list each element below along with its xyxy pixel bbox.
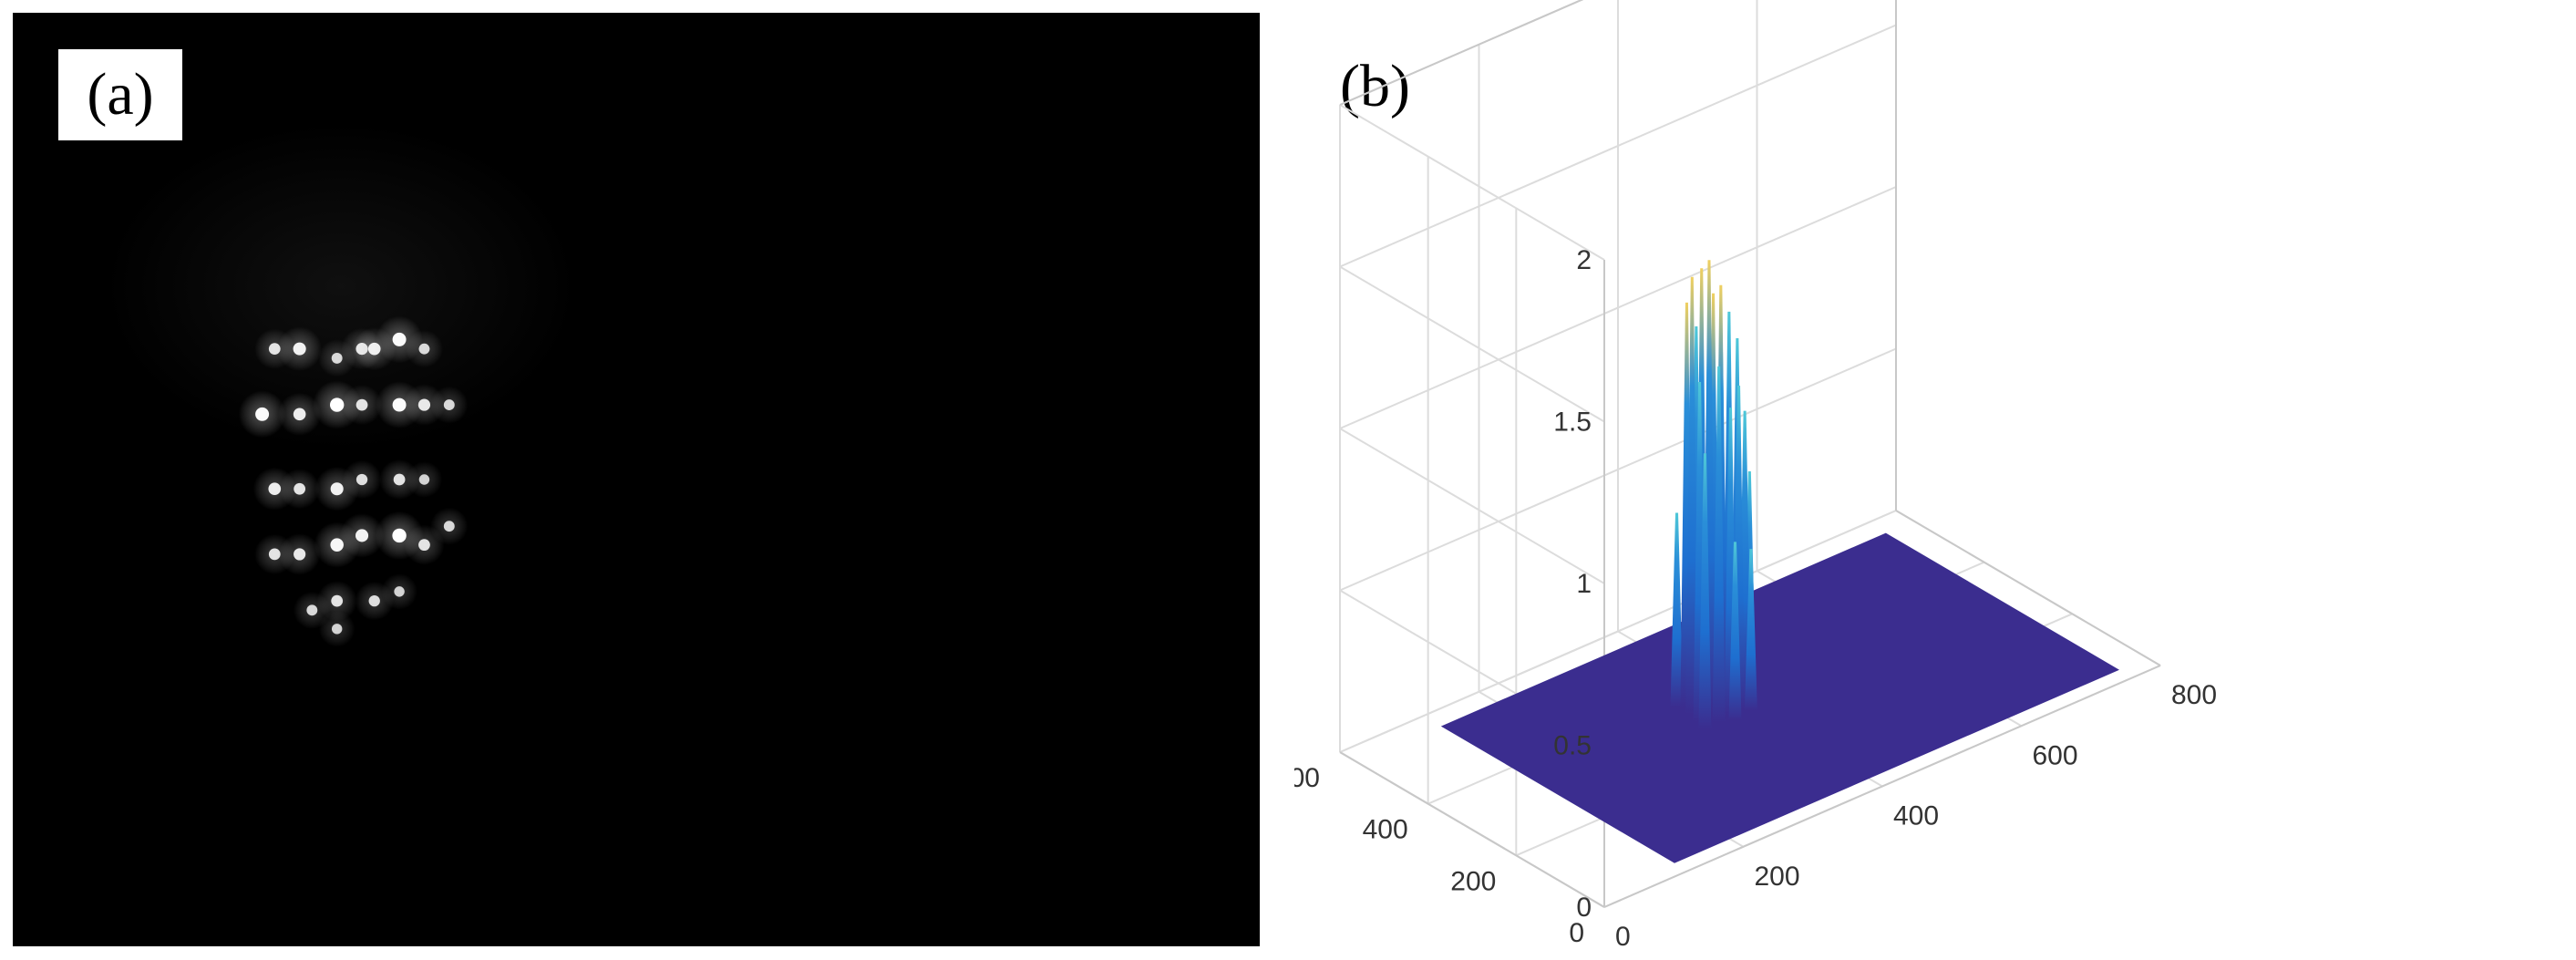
z-tick-label: 1.5 <box>1553 408 1592 438</box>
diffraction-spot <box>394 586 405 597</box>
x-tick-label: 800 <box>2171 680 2217 710</box>
x-tick-label: 600 <box>2033 740 2078 770</box>
diffraction-spot <box>331 594 344 607</box>
diffraction-spot <box>268 548 281 561</box>
diffraction-spot <box>294 482 306 495</box>
grid-line <box>1339 24 1897 268</box>
diffraction-spot <box>268 343 281 356</box>
surface-plot: 0 0.5 1 1.5 2 0 200 400 600 800 0 200 400 600 <box>1294 0 2217 952</box>
diffraction-spot <box>443 399 455 411</box>
diffraction-spot <box>418 474 430 485</box>
diffraction-spot <box>255 407 270 421</box>
x-tick-label: 0 <box>1615 922 1631 952</box>
panel-label-a: (a) <box>58 49 182 140</box>
axis-line <box>1603 665 2161 908</box>
diffraction-spot <box>331 352 343 364</box>
diffraction-spot <box>355 473 368 486</box>
diffraction-spot <box>443 521 455 532</box>
diffraction-photo: (a) <box>13 13 1260 946</box>
diffraction-spot <box>392 332 407 346</box>
diffraction-spot <box>355 398 368 411</box>
x-tick-label: 400 <box>1893 801 1939 831</box>
axis-ticks: 0 0.5 1 1.5 2 0 200 400 600 800 0 200 400 600 <box>1294 245 2217 952</box>
diffraction-spot <box>331 624 343 635</box>
diffraction-spot <box>392 528 407 543</box>
surface-floor <box>1440 532 2119 863</box>
surface-peak <box>1728 542 1742 720</box>
axis-line <box>1339 751 1605 908</box>
diffraction-spot <box>330 482 344 496</box>
y-tick-label: 200 <box>1450 866 1496 896</box>
surface-base <box>1440 532 2119 863</box>
diffraction-spot <box>355 529 369 542</box>
diffraction-spot <box>306 604 318 616</box>
spots-layer <box>238 315 469 647</box>
surface-peaks <box>1670 260 1757 729</box>
diffraction-spot <box>294 548 306 561</box>
axis-line <box>1339 0 1584 106</box>
photo-canvas <box>104 122 578 647</box>
diffraction-spot <box>418 343 430 355</box>
diffraction-spot <box>393 473 406 486</box>
y-tick-label: 0 <box>1569 918 1584 948</box>
surface-peak <box>1744 549 1757 711</box>
surface-peak <box>1712 366 1726 723</box>
y-tick-label: 600 <box>1294 763 1320 793</box>
diffraction-spot <box>293 408 306 421</box>
y-tick-label: 400 <box>1363 815 1408 845</box>
surface-peak <box>1670 512 1684 707</box>
grid-line <box>1339 510 1897 753</box>
z-tick-label: 1 <box>1576 569 1592 599</box>
grid-line <box>1339 347 1897 592</box>
z-tick-label: 0.5 <box>1553 731 1592 761</box>
grid-line <box>1339 265 1605 423</box>
surface-peak <box>1698 453 1712 729</box>
diffraction-spot <box>268 482 282 496</box>
diffraction-spot <box>330 538 344 552</box>
diffraction-spot <box>293 342 306 356</box>
diffraction-spot <box>329 397 345 412</box>
diffraction-spot <box>368 594 380 607</box>
diffraction-spot <box>417 398 431 411</box>
diffraction-spot <box>418 539 430 552</box>
grid-line <box>1339 428 1605 584</box>
diffraction-spot <box>392 397 407 412</box>
panel-label-b: (b) <box>1340 53 1410 119</box>
z-tick-label: 0 <box>1576 893 1592 923</box>
axis-line <box>1895 510 2161 666</box>
photo-haze <box>104 122 578 450</box>
z-tick-label: 2 <box>1576 245 1592 275</box>
grid-line <box>1339 186 1897 429</box>
x-tick-label: 200 <box>1755 862 1800 892</box>
grid-line <box>1339 104 1605 261</box>
